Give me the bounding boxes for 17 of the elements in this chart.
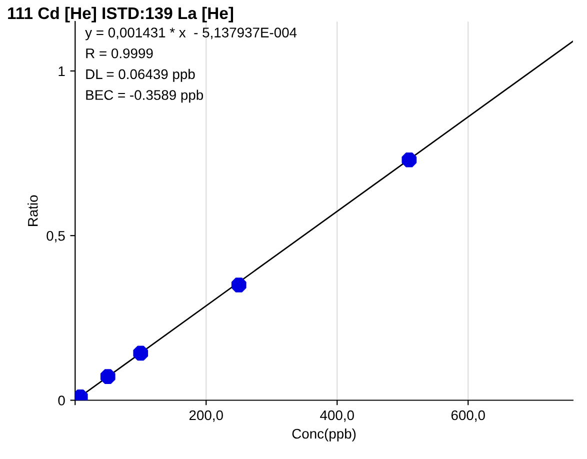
annotation: BEC = -0.3589 ppb xyxy=(86,90,204,103)
annotation: DL = 0.06439 ppb xyxy=(86,68,195,82)
x-tick-label: 400,0 xyxy=(320,410,354,422)
x-tick-label: 200,0 xyxy=(189,410,223,422)
annotation: R = 0.9999 xyxy=(86,48,153,58)
annotation: y = 0,001431 * x - 5,137937E-004 xyxy=(85,28,297,40)
x-tick-label: 600,0 xyxy=(451,410,485,422)
chart-title: 111 Cd [He] ISTD:139 La [He] xyxy=(8,6,234,22)
y-axis-title: Ratio xyxy=(28,195,38,226)
x-axis-title: Conc(ppb) xyxy=(292,428,356,442)
point xyxy=(133,346,148,361)
y-tick-label: 1 xyxy=(58,66,65,76)
point xyxy=(100,369,116,384)
point xyxy=(402,152,417,168)
y-tick-label: 0,5 xyxy=(46,230,65,242)
point xyxy=(231,278,246,292)
y-tick-label: 0 xyxy=(58,396,65,406)
